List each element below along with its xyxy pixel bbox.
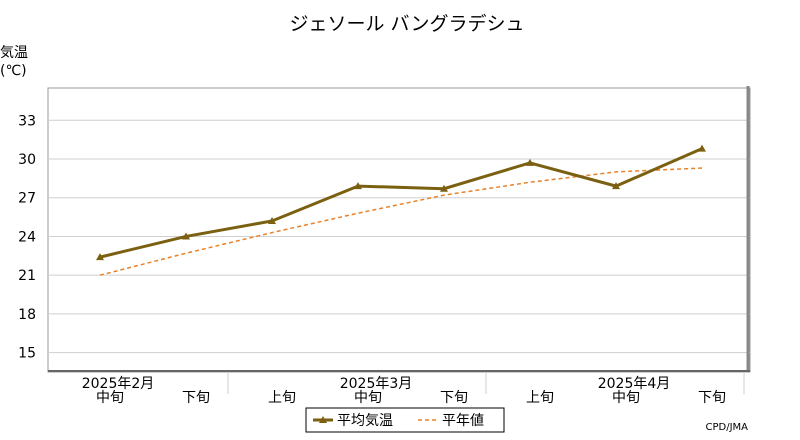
data-point-avg xyxy=(698,144,706,152)
x-tick-label: 中旬 xyxy=(612,390,640,406)
legend-label-normal: 平年値 xyxy=(442,413,484,429)
x-month-label: 2025年4月 xyxy=(598,376,671,392)
x-month-label: 2025年2月 xyxy=(82,376,155,392)
y-axis-unit: (℃) xyxy=(0,63,27,79)
series-group xyxy=(96,144,706,276)
x-tick-label: 下旬 xyxy=(182,390,210,406)
x-tick-label: 下旬 xyxy=(698,390,726,406)
plot-area xyxy=(47,87,751,373)
source-credit: CPD/JMA xyxy=(706,422,749,433)
y-tick-label: 18 xyxy=(18,307,36,323)
legend: 平均気温 平年値 xyxy=(305,407,505,433)
x-tick-label: 中旬 xyxy=(96,390,124,406)
y-axis: 15 18 21 24 27 30 33 xyxy=(18,113,36,361)
y-tick-label: 24 xyxy=(18,229,36,245)
x-axis: 中旬 下旬 上旬 中旬 下旬 上旬 中旬 下旬 2025年2月 2025年3月 2025年4月 xyxy=(82,372,745,406)
x-tick-label: 上旬 xyxy=(268,390,296,406)
data-point-avg xyxy=(612,182,620,190)
x-tick-label: 上旬 xyxy=(526,390,554,406)
series-line-avg xyxy=(99,147,703,259)
data-point-avg xyxy=(268,216,276,224)
y-axis-label: 気温 xyxy=(0,45,28,61)
series-line-normal xyxy=(99,167,703,276)
data-point-avg xyxy=(440,184,448,192)
y-tick-label: 21 xyxy=(18,268,36,284)
chart-title: ジェソール バングラデシュ xyxy=(290,13,525,35)
x-tick-label: 下旬 xyxy=(440,390,468,406)
y-tick-label: 15 xyxy=(18,346,36,362)
y-tick-label: 30 xyxy=(18,152,36,168)
data-point-avg xyxy=(96,253,104,261)
y-tick-label: 27 xyxy=(18,191,36,207)
x-month-label: 2025年3月 xyxy=(340,376,413,392)
legend-marker-avg xyxy=(319,416,327,423)
x-tick-label: 中旬 xyxy=(354,390,382,406)
legend-box xyxy=(305,407,505,433)
grid-lines xyxy=(48,119,750,354)
data-point-avg xyxy=(526,158,534,166)
data-point-avg xyxy=(354,182,362,190)
legend-label-avg: 平均気温 xyxy=(337,413,393,429)
y-tick-label: 33 xyxy=(18,113,36,129)
data-point-avg xyxy=(182,232,190,240)
